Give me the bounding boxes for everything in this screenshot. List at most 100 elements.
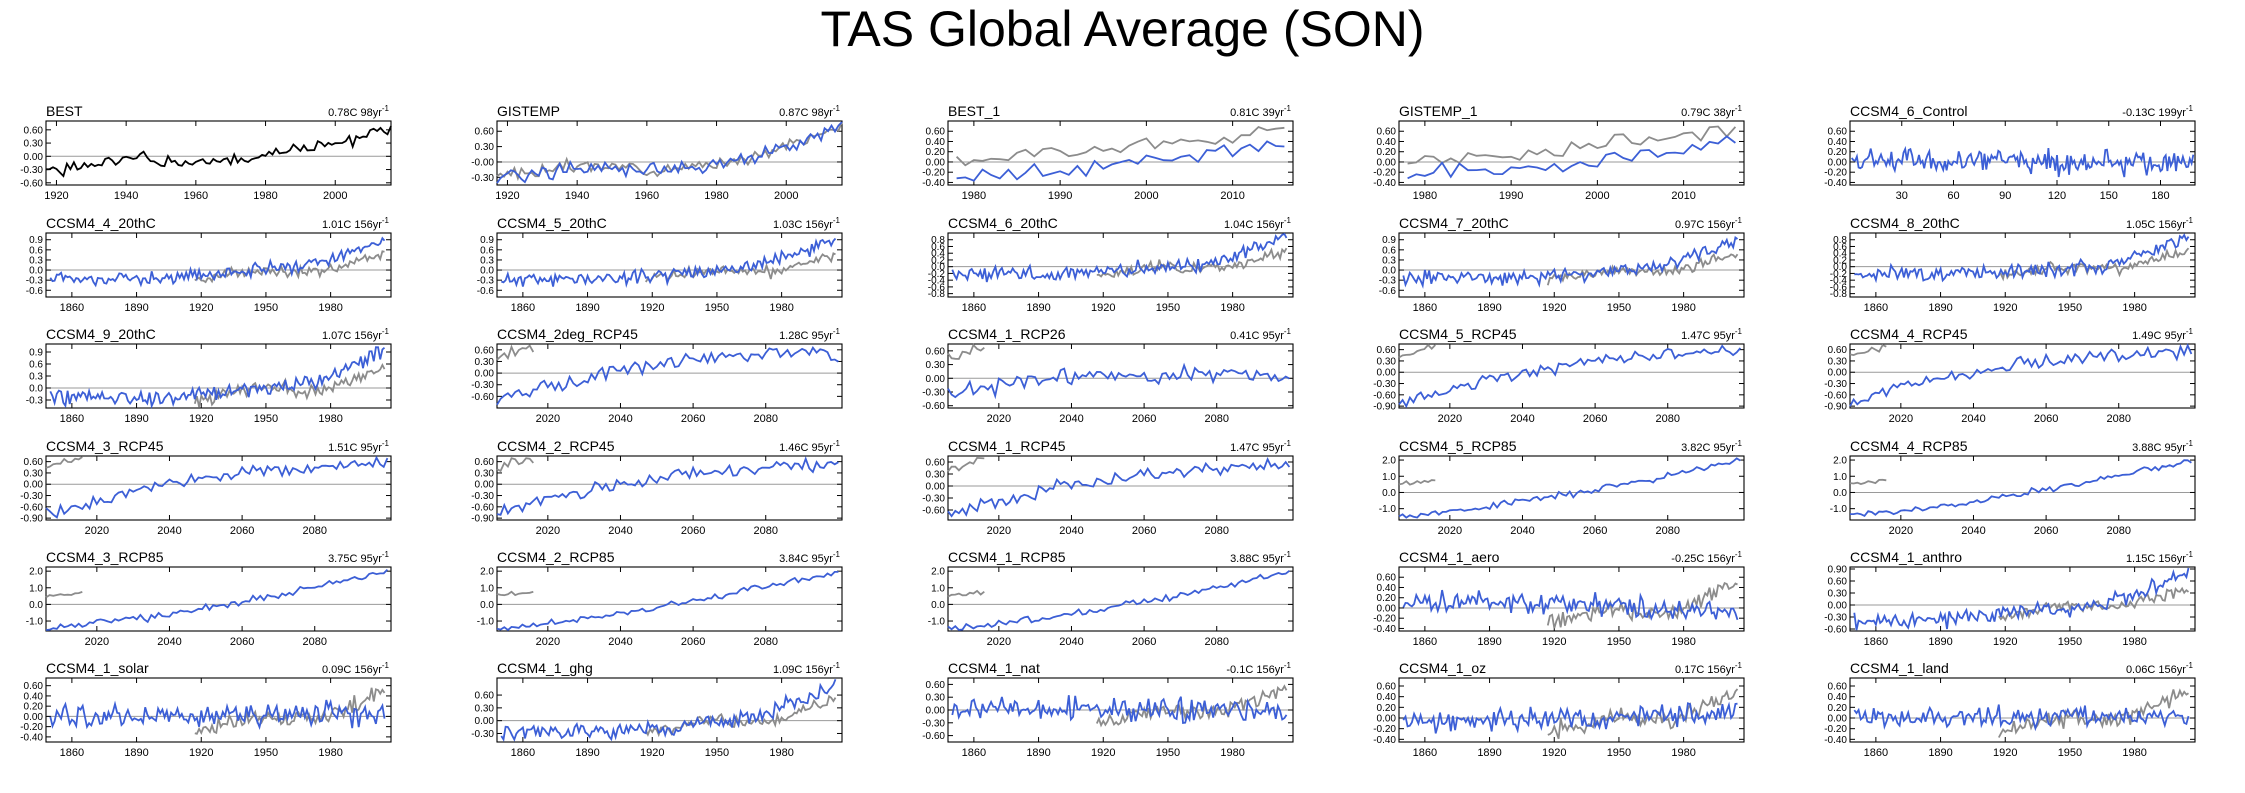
panel-title: CCSM4_3_RCP45 <box>46 438 164 454</box>
y-tick-label: 0.60 <box>1828 345 1848 356</box>
panel-title: CCSM4_5_RCP85 <box>1399 438 1517 454</box>
x-tick-label: 2040 <box>608 413 632 425</box>
trend-exponent: -1 <box>833 104 841 113</box>
plot-frame <box>1398 566 1745 632</box>
y-tick-label: 2.0 <box>29 567 43 578</box>
model-series-line <box>496 571 839 632</box>
obs-series-line <box>1398 343 1436 359</box>
y-tick-label: 0.6 <box>931 242 945 253</box>
y-tick-label: 0.6 <box>480 245 494 256</box>
model-series-line <box>1854 233 2190 284</box>
y-tick-label: 0.20 <box>1828 147 1848 158</box>
y-tick-label: 0.60 <box>475 691 495 702</box>
trend-exponent: -1 <box>1735 104 1743 113</box>
x-tick-label: 2080 <box>2106 525 2130 537</box>
panel-ccsm4-1-nat: 1860 1890 1920 1950 1980 0.60 0.30 0.00-0.30 -0.… <box>922 660 1294 759</box>
trend-value: 3.88C 95yr <box>2132 442 2186 454</box>
y-tick-label: -0.3 <box>26 396 44 407</box>
trend-value: 0.06C 156yr <box>2126 664 2186 676</box>
model-series-line <box>496 121 843 184</box>
y-tick-label: 0.00 <box>1828 714 1848 725</box>
model-series-line <box>49 236 386 288</box>
x-tick-label: 2010 <box>1671 190 1695 202</box>
y-tick-label: -0.60 <box>1824 625 1847 636</box>
x-tick-label: 2080 <box>753 525 777 537</box>
plot-frame <box>45 677 392 743</box>
y-tick-label: -0.00 <box>471 157 494 168</box>
y-tick-label: 0.0 <box>1833 262 1847 273</box>
y-tick-label: 0.0 <box>480 600 494 611</box>
plot-frame <box>1849 677 2196 743</box>
y-tick-label: -0.60 <box>20 178 43 189</box>
y-tick-label: -0.60 <box>471 392 494 403</box>
trend-label: 1.09C 156yr-1 <box>773 661 841 676</box>
x-tick-label: 2010 <box>1220 190 1244 202</box>
trend-exponent: -1 <box>2186 327 2194 336</box>
x-tick-label: 2060 <box>681 413 705 425</box>
y-tick-label: -0.90 <box>471 514 494 525</box>
x-tick-label: 1980 <box>2122 636 2146 648</box>
x-tick-label: 2040 <box>157 636 181 648</box>
trend-label: 1.03C 156yr-1 <box>773 216 841 231</box>
panel-best: 1920 1940 1960 1980 2000 0.60 0.30 0.00 -0.30 -0.… <box>20 103 392 202</box>
x-tick-label: 2040 <box>1961 413 1985 425</box>
trend-label: 1.51C 95yr-1 <box>328 439 389 454</box>
y-tick-label: -0.90 <box>1824 402 1847 413</box>
y-tick-label: 0.6 <box>29 245 43 256</box>
y-tick-label: 0.3 <box>480 255 494 266</box>
trend-value: 1.47C 95yr <box>1230 442 1284 454</box>
y-tick-label: 0.30 <box>475 703 495 714</box>
trend-exponent: -1 <box>2186 216 2194 225</box>
y-tick-label: 0.00 <box>475 480 495 491</box>
model-series-line <box>951 232 1288 283</box>
panel-title: CCSM4_5_20thC <box>497 215 607 231</box>
plot-frame <box>1849 455 2196 521</box>
panel-title: BEST_1 <box>948 103 1000 119</box>
trend-exponent: -1 <box>2186 104 2194 113</box>
x-tick-label: 2060 <box>1583 413 1607 425</box>
trend-value: 1.15C 156yr <box>2126 553 2186 565</box>
trend-value: 3.75C 95yr <box>328 553 382 565</box>
obs-series-line <box>1398 479 1436 486</box>
y-tick-label: 0.0 <box>1382 488 1396 499</box>
trend-label: 0.79C 38yr-1 <box>1681 104 1742 119</box>
y-tick-label: -0.20 <box>1824 168 1847 179</box>
panel-ccsm4-5-rcp45: 2020 2040 2060 2080 0.600.300.00-0.30-0.60-0… <box>1373 326 1745 425</box>
x-tick-label: 1950 <box>1607 636 1631 648</box>
x-tick-label: 1980 <box>769 747 793 759</box>
y-tick-label: -1.0 <box>477 617 495 628</box>
trend-exponent: -1 <box>833 327 841 336</box>
panel-title: CCSM4_5_RCP45 <box>1399 326 1517 342</box>
model-series-line <box>1850 459 2192 518</box>
panel-ccsm4-4-rcp85: 2020 2040 2060 2080 2.0 1.0 0.0 -1.0 CCSM4_4_RCP… <box>1830 438 2196 537</box>
trend-exponent: -1 <box>1735 439 1743 448</box>
trend-label: 1.04C 156yr-1 <box>1224 216 1292 231</box>
trend-value: 0.87C 98yr <box>779 107 833 119</box>
y-tick-label: 0.30 <box>1828 589 1848 600</box>
x-tick-label: 2000 <box>774 190 798 202</box>
panel-ccsm4-1-land: 1860 1890 1920 1950 1980 0.600.400.200.00-0.2… <box>1824 660 2196 759</box>
y-tick-label: -0.90 <box>20 514 43 525</box>
x-tick-label: 1860 <box>60 413 84 425</box>
model-series-line <box>1853 567 2190 631</box>
plot-frame <box>45 232 392 298</box>
y-tick-label: -0.40 <box>20 732 43 743</box>
panel-gistemp: 1920 1940 1960 1980 2000 0.60 0.30 -0.00 -0.30 GI… <box>471 103 843 202</box>
y-tick-label: 0.00 <box>926 374 946 385</box>
y-tick-label: -1.0 <box>26 617 44 628</box>
panel-ccsm4-1-rcp26: 2020 2040 2060 2080 0.60 0.30 0.00 -0.30 -0.60 CC… <box>922 326 1294 425</box>
obs-series-line <box>644 694 837 738</box>
x-tick-label: 2080 <box>302 525 326 537</box>
x-tick-label: 1950 <box>705 747 729 759</box>
model-series-line <box>49 698 386 730</box>
trend-value: 0.78C 98yr <box>328 107 382 119</box>
x-tick-label: 1950 <box>1607 302 1631 314</box>
plot-frame <box>947 566 1294 632</box>
panel-title: GISTEMP_1 <box>1399 103 1478 119</box>
x-tick-label: 1890 <box>1928 636 1952 648</box>
y-tick-label: 0.00 <box>926 157 946 168</box>
plot-frame <box>45 120 392 186</box>
obs-series-line <box>1849 343 1887 357</box>
x-tick-label: 1980 <box>318 302 342 314</box>
x-tick-label: 1920 <box>189 302 213 314</box>
